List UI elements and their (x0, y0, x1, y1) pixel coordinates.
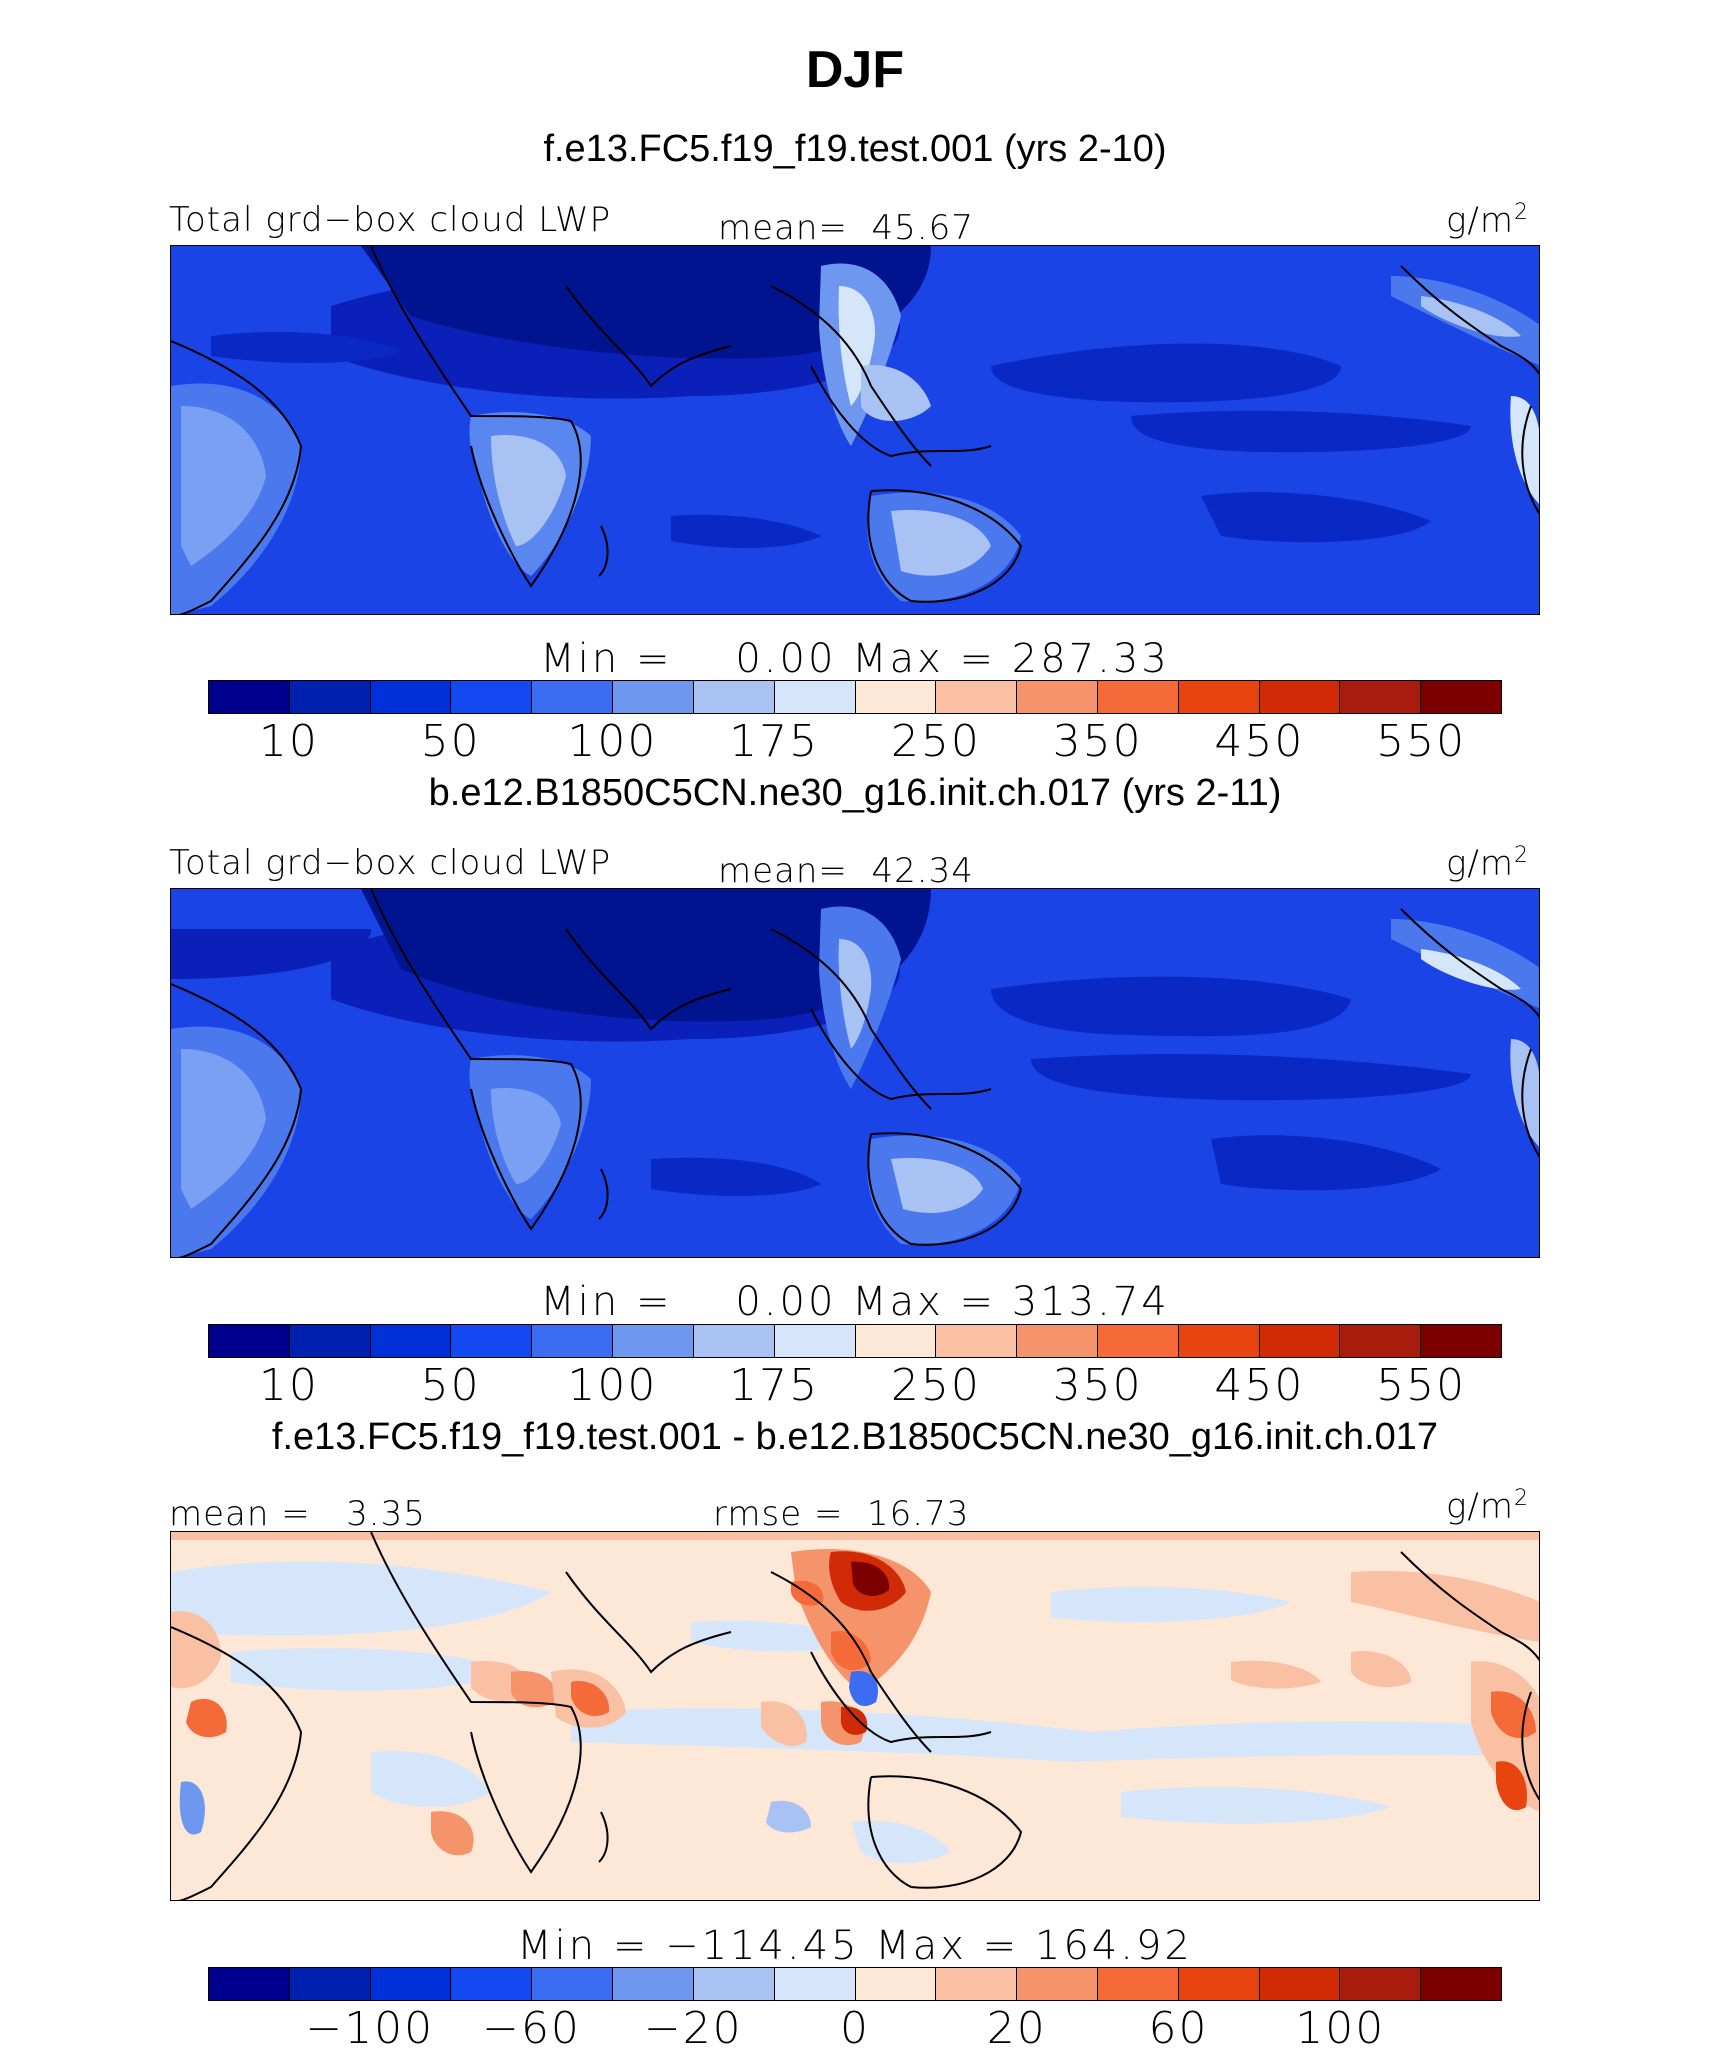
colorbar-swatch (1017, 1968, 1098, 2000)
panel1-case-title: f.e13.FC5.f19_f19.test.001 (yrs 2-10) (543, 128, 1167, 170)
panel2-colorbar (208, 1324, 1502, 1358)
colorbar-swatch (1421, 1968, 1501, 2000)
colorbar-swatch (451, 1325, 533, 1357)
colorbar-swatch (451, 681, 533, 713)
panel1-units: g/m2 (1446, 200, 1529, 241)
colorbar-tick-label: 60 (1148, 2003, 1209, 2054)
colorbar-swatch (613, 1968, 694, 2000)
panel1-minmax: Min = 0.00 Max = 287.33 (540, 636, 1170, 682)
colorbar-swatch (1097, 681, 1179, 713)
colorbar-swatch (855, 681, 937, 713)
panel2-units: g/m2 (1446, 843, 1529, 884)
colorbar-swatch (289, 1325, 371, 1357)
colorbar-swatch (1340, 1968, 1422, 2000)
colorbar-tick-label: 350 (1052, 716, 1143, 767)
colorbar-swatch (209, 1968, 290, 2000)
colorbar-swatch (1017, 1325, 1098, 1357)
colorbar-swatch (936, 681, 1018, 713)
panel2-map (170, 888, 1540, 1258)
colorbar-tick-label: 175 (729, 1360, 820, 1411)
colorbar-swatch (613, 1325, 694, 1357)
colorbar-swatch (209, 1325, 290, 1357)
colorbar-swatch (613, 681, 694, 713)
panel3-map (170, 1531, 1540, 1901)
colorbar-swatch (532, 1968, 614, 2000)
panel3-case-title: f.e13.FC5.f19_f19.test.001 - b.e12.B1850… (271, 1416, 1439, 1458)
panel2-case-title: b.e12.B1850C5CN.ne30_g16.init.ch.017 (yr… (428, 772, 1282, 814)
colorbar-swatch (1259, 1325, 1341, 1357)
colorbar-tick-label: 20 (986, 2003, 1047, 2054)
panel2-map-svg (171, 889, 1539, 1257)
colorbar-swatch (289, 681, 371, 713)
colorbar-tick-label: −100 (305, 2003, 435, 2054)
colorbar-swatch (1097, 1968, 1179, 2000)
colorbar-swatch (1017, 681, 1098, 713)
colorbar-tick-label: 0 (840, 2003, 870, 2054)
colorbar-swatch (451, 1968, 533, 2000)
colorbar-swatch (370, 1968, 452, 2000)
colorbar-tick-label: 100 (567, 716, 658, 767)
colorbar-swatch (1340, 681, 1422, 713)
colorbar-swatch (855, 1968, 937, 2000)
colorbar-swatch (1340, 1325, 1422, 1357)
colorbar-swatch (1259, 681, 1341, 713)
panel3-colorbar-ticks: −100 −60 −20 0 20 60 100 (208, 2003, 1502, 2054)
colorbar-tick-label: 10 (258, 1360, 319, 1411)
colorbar-swatch (936, 1325, 1018, 1357)
colorbar-swatch (1178, 681, 1260, 713)
panel1-colorbar-ticks: 10 50 100 175 250 350 450 550 (208, 716, 1502, 767)
panel1-variable-label: Total grd−box cloud LWP (169, 200, 612, 240)
colorbar-swatch (289, 1968, 371, 2000)
panel3-map-svg (171, 1532, 1539, 1900)
colorbar-swatch (1097, 1325, 1179, 1357)
colorbar-swatch (693, 681, 775, 713)
colorbar-swatch (1421, 1325, 1501, 1357)
panel3-mean-label: mean = 3.35 (169, 1494, 426, 1534)
colorbar-swatch (1178, 1968, 1260, 2000)
panel2-mean-label: mean= 42.34 (718, 851, 974, 891)
colorbar-tick-label: 50 (420, 1360, 481, 1411)
colorbar-tick-label: 50 (420, 716, 481, 767)
colorbar-swatch (532, 1325, 614, 1357)
colorbar-swatch (774, 681, 856, 713)
colorbar-swatch (1421, 681, 1501, 713)
colorbar-swatch (855, 1325, 937, 1357)
panel2-minmax: Min = 0.00 Max = 313.74 (540, 1279, 1170, 1325)
colorbar-tick-label: −20 (643, 2003, 743, 2054)
colorbar-swatch (1178, 1325, 1260, 1357)
colorbar-tick-label: 550 (1376, 716, 1467, 767)
colorbar-tick-label: 450 (1214, 716, 1305, 767)
panel2-colorbar-ticks: 10 50 100 175 250 350 450 550 (208, 1360, 1502, 1411)
colorbar-tick-label: 350 (1052, 1360, 1143, 1411)
colorbar-tick-label: 250 (890, 1360, 981, 1411)
panel1-map (170, 245, 1540, 615)
panel3-colorbar (208, 1967, 1502, 2001)
panel2-variable-label: Total grd−box cloud LWP (169, 843, 612, 883)
colorbar-tick-label: 100 (567, 1360, 658, 1411)
colorbar-swatch (532, 681, 614, 713)
colorbar-tick-label: −60 (482, 2003, 581, 2054)
colorbar-swatch (1259, 1968, 1341, 2000)
panel1-map-svg (171, 246, 1539, 614)
colorbar-swatch (693, 1325, 775, 1357)
colorbar-tick-label: 10 (258, 716, 319, 767)
colorbar-swatch (693, 1968, 775, 2000)
panel3-units: g/m2 (1446, 1486, 1529, 1527)
panel1-colorbar (208, 680, 1502, 714)
figure-title: DJF (805, 41, 905, 99)
colorbar-swatch (209, 681, 290, 713)
colorbar-swatch (370, 1325, 452, 1357)
panel3-minmax: Min = −114.45 Max = 164.92 (517, 1923, 1193, 1969)
colorbar-tick-label: 250 (890, 716, 981, 767)
colorbar-swatch (774, 1968, 856, 2000)
panel3-rmse-label: rmse = 16.73 (713, 1494, 970, 1534)
colorbar-swatch (774, 1325, 856, 1357)
colorbar-tick-label: 450 (1214, 1360, 1305, 1411)
panel1-mean-label: mean= 45.67 (718, 208, 974, 248)
colorbar-tick-label: 175 (729, 716, 820, 767)
colorbar-swatch (370, 681, 452, 713)
colorbar-tick-label: 100 (1295, 2003, 1386, 2054)
colorbar-tick-label: 550 (1376, 1360, 1467, 1411)
colorbar-swatch (936, 1968, 1018, 2000)
